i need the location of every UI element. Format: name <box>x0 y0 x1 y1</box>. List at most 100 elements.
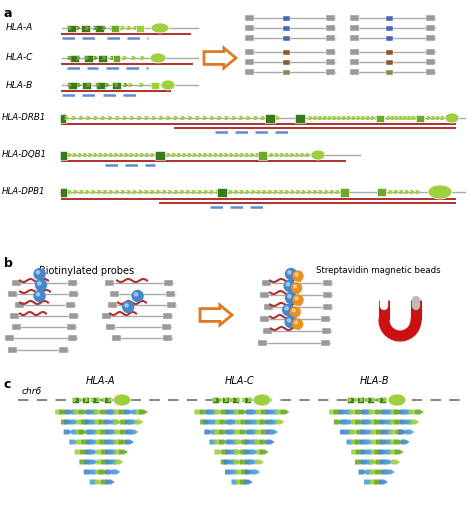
Bar <box>322 328 331 334</box>
Ellipse shape <box>311 150 325 160</box>
Polygon shape <box>238 116 244 120</box>
Polygon shape <box>85 410 94 414</box>
Polygon shape <box>250 153 255 157</box>
Polygon shape <box>365 116 370 120</box>
Bar <box>283 25 291 31</box>
Polygon shape <box>300 153 305 157</box>
Bar <box>166 291 175 297</box>
Polygon shape <box>312 190 318 194</box>
Polygon shape <box>266 439 275 444</box>
Polygon shape <box>256 420 265 424</box>
Text: HLA-C: HLA-C <box>225 376 255 386</box>
Polygon shape <box>115 459 124 465</box>
Polygon shape <box>255 429 264 435</box>
Polygon shape <box>204 420 213 424</box>
Polygon shape <box>197 153 202 157</box>
Polygon shape <box>379 450 388 454</box>
Polygon shape <box>234 429 243 435</box>
Bar <box>110 291 119 297</box>
Bar <box>386 16 393 21</box>
Circle shape <box>293 285 297 288</box>
Polygon shape <box>410 420 419 424</box>
Polygon shape <box>394 420 403 424</box>
Polygon shape <box>370 398 375 402</box>
Bar <box>326 59 335 65</box>
Polygon shape <box>245 439 254 444</box>
Polygon shape <box>369 459 378 465</box>
Polygon shape <box>114 410 123 414</box>
Polygon shape <box>139 83 144 87</box>
Bar <box>245 35 254 41</box>
Polygon shape <box>145 153 150 157</box>
Polygon shape <box>256 190 261 194</box>
Polygon shape <box>188 116 193 120</box>
Polygon shape <box>86 83 91 87</box>
Circle shape <box>132 291 143 301</box>
Polygon shape <box>171 153 176 157</box>
Text: Streptavidin magnetic beads: Streptavidin magnetic beads <box>316 266 440 275</box>
Bar <box>92 397 100 403</box>
Polygon shape <box>334 420 343 424</box>
Bar <box>367 397 374 403</box>
Text: HLA-DPB1: HLA-DPB1 <box>2 188 46 196</box>
Polygon shape <box>346 429 355 435</box>
Polygon shape <box>176 153 182 157</box>
Polygon shape <box>129 420 138 424</box>
Polygon shape <box>261 429 270 435</box>
Polygon shape <box>335 190 340 194</box>
Circle shape <box>295 297 298 300</box>
Polygon shape <box>375 469 384 474</box>
Circle shape <box>123 301 134 312</box>
Polygon shape <box>173 116 178 120</box>
Polygon shape <box>91 410 100 414</box>
Polygon shape <box>67 26 72 30</box>
Polygon shape <box>181 116 185 120</box>
Polygon shape <box>393 190 399 194</box>
Polygon shape <box>131 410 140 414</box>
Polygon shape <box>255 459 264 465</box>
Bar <box>82 397 90 403</box>
Polygon shape <box>290 190 295 194</box>
Bar <box>12 280 21 286</box>
Polygon shape <box>234 459 243 465</box>
Polygon shape <box>173 190 179 194</box>
Polygon shape <box>90 469 99 474</box>
Polygon shape <box>64 420 73 424</box>
Polygon shape <box>386 116 391 120</box>
Bar <box>102 313 111 319</box>
Circle shape <box>287 319 291 322</box>
Polygon shape <box>266 429 275 435</box>
Polygon shape <box>229 429 238 435</box>
Polygon shape <box>340 429 349 435</box>
Bar <box>108 302 117 308</box>
Polygon shape <box>195 116 200 120</box>
Polygon shape <box>84 459 93 465</box>
Polygon shape <box>114 153 118 157</box>
Polygon shape <box>114 429 123 435</box>
Polygon shape <box>67 153 72 157</box>
Polygon shape <box>150 153 155 157</box>
Polygon shape <box>279 190 283 194</box>
Polygon shape <box>102 190 108 194</box>
Polygon shape <box>355 439 364 444</box>
Polygon shape <box>155 153 160 157</box>
Bar <box>8 291 17 297</box>
Bar <box>263 328 272 334</box>
Polygon shape <box>214 439 223 444</box>
Polygon shape <box>114 420 123 424</box>
Circle shape <box>34 291 45 301</box>
Polygon shape <box>90 429 99 435</box>
Polygon shape <box>361 420 370 424</box>
Polygon shape <box>390 439 399 444</box>
Bar <box>245 49 254 55</box>
Polygon shape <box>266 420 275 424</box>
Polygon shape <box>209 410 218 414</box>
Text: HLA-C: HLA-C <box>6 53 33 63</box>
Polygon shape <box>204 429 213 435</box>
Bar <box>426 35 435 41</box>
Polygon shape <box>370 116 375 120</box>
Polygon shape <box>350 429 359 435</box>
Polygon shape <box>67 83 72 87</box>
Polygon shape <box>166 116 171 120</box>
Bar <box>112 81 121 89</box>
